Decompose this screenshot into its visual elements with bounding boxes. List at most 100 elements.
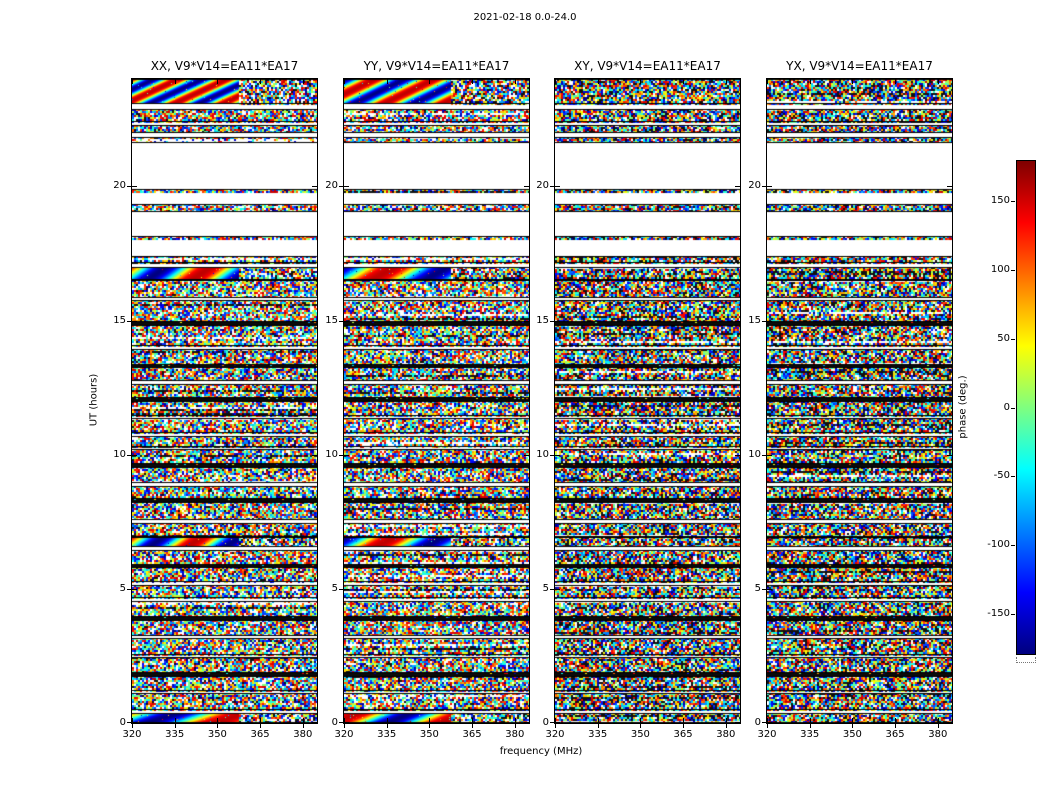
y-tick-mark — [735, 454, 740, 456]
x-tick-label: 350 — [630, 729, 650, 740]
x-tick-mark — [555, 79, 556, 84]
x-tick-mark — [429, 718, 431, 723]
y-tick-mark — [344, 722, 349, 723]
x-tick-mark — [344, 718, 345, 723]
y-tick-label: 5 — [542, 582, 549, 594]
y-tick-label: 10 — [113, 448, 126, 460]
colorbar-tick-label: 50 — [997, 332, 1010, 344]
y-tick-mark — [312, 588, 317, 590]
y-tick-mark — [344, 186, 349, 188]
y-tick-mark — [947, 588, 952, 590]
y-tick-label: 5 — [754, 582, 761, 594]
x-tick-mark — [725, 79, 727, 84]
x-tick-mark — [302, 718, 304, 723]
figure-title: 2021-02-18 0.0-24.0 — [473, 12, 577, 23]
x-tick-mark — [555, 718, 556, 723]
colorbar-tick-label: -50 — [993, 470, 1010, 482]
x-tick-mark — [302, 724, 304, 728]
y-tick-mark — [762, 320, 766, 322]
x-tick-mark — [895, 718, 897, 723]
y-tick-label: 10 — [748, 448, 761, 460]
y-tick-mark — [735, 722, 740, 723]
colorbar-tick-mark — [1011, 338, 1015, 340]
y-tick-mark — [127, 320, 131, 322]
x-tick-mark — [852, 724, 854, 728]
colorbar-tick-mark — [1011, 201, 1015, 203]
y-tick-mark — [767, 722, 772, 723]
y-tick-label: 0 — [331, 717, 338, 728]
y-tick-mark — [132, 588, 137, 590]
y-tick-mark — [132, 454, 137, 456]
y-tick-mark — [127, 722, 131, 723]
y-tick-label: 10 — [325, 448, 338, 460]
y-tick-mark — [127, 588, 131, 590]
y-tick-mark — [524, 320, 529, 322]
y-tick-mark — [550, 722, 554, 723]
y-tick-mark — [555, 454, 560, 456]
x-tick-label: 350 — [207, 729, 227, 740]
y-tick-label: 20 — [113, 180, 126, 192]
y-tick-label: 20 — [748, 180, 761, 192]
colorbar-label: phase (deg.) — [957, 375, 969, 439]
x-tick-label: 380 — [293, 729, 313, 740]
x-tick-mark — [386, 718, 388, 723]
y-tick-label: 20 — [536, 180, 549, 192]
y-tick-mark — [762, 186, 766, 188]
x-tick-mark — [217, 718, 219, 723]
x-tick-mark — [809, 79, 811, 84]
y-tick-mark — [312, 320, 317, 322]
panel-yy: YY, V9*V14=EA11*EA17 0 5 10 15 20 320 335 350 36… — [325, 59, 530, 740]
y-tick-mark — [339, 186, 343, 188]
x-tick-label: 380 — [716, 729, 736, 740]
x-tick-mark — [937, 724, 939, 728]
x-tick-mark — [555, 724, 556, 728]
panel-title-xx: XX, V9*V14=EA11*EA17 — [150, 59, 299, 73]
colorbar-tick-label: 150 — [990, 195, 1010, 207]
x-tick-mark — [767, 724, 768, 728]
x-tick-mark — [597, 718, 599, 723]
x-tick-mark — [895, 79, 897, 84]
x-tick-label: 335 — [588, 729, 608, 740]
x-tick-mark — [217, 79, 219, 84]
x-tick-mark — [429, 724, 431, 728]
y-tick-mark — [767, 320, 772, 322]
y-tick-mark — [947, 454, 952, 456]
x-tick-label: 350 — [419, 729, 439, 740]
x-tick-label: 380 — [505, 729, 525, 740]
y-tick-mark — [762, 722, 766, 723]
x-tick-label: 380 — [928, 729, 948, 740]
y-tick-mark — [550, 186, 554, 188]
x-tick-label: 320 — [122, 729, 142, 740]
y-axis-label: UT (hours) — [88, 373, 100, 427]
y-tick-mark — [947, 722, 952, 723]
y-tick-label: 10 — [536, 448, 549, 460]
panel-title-yx: YX, V9*V14=EA11*EA17 — [786, 59, 933, 73]
x-tick-mark — [725, 718, 727, 723]
x-tick-mark — [895, 724, 897, 728]
x-tick-mark — [852, 79, 854, 84]
x-tick-mark — [344, 724, 345, 728]
x-tick-mark — [302, 79, 304, 84]
x-tick-mark — [937, 79, 939, 84]
colorbar-tick-label: -100 — [987, 539, 1010, 550]
x-tick-label: 365 — [462, 729, 482, 740]
y-tick-mark — [339, 588, 343, 590]
heatmap-canvas-xx — [132, 79, 317, 723]
colorbar-tick-mark — [1011, 613, 1015, 615]
y-tick-mark — [735, 588, 740, 590]
x-tick-mark — [640, 724, 642, 728]
y-tick-mark — [312, 186, 317, 188]
x-axis-label: frequency (MHz) — [499, 746, 583, 757]
y-tick-label: 0 — [119, 717, 126, 728]
x-tick-mark — [937, 718, 939, 723]
x-tick-mark — [260, 724, 262, 728]
y-tick-mark — [767, 588, 772, 590]
y-tick-label: 15 — [325, 314, 338, 326]
y-tick-mark — [550, 454, 554, 456]
y-tick-label: 5 — [119, 582, 126, 594]
x-tick-label: 365 — [885, 729, 905, 740]
y-tick-mark — [762, 454, 766, 456]
panel-xx: XX, V9*V14=EA11*EA17 0 5 10 15 20 320 335 350 36… — [113, 59, 318, 740]
x-tick-mark — [640, 718, 642, 723]
